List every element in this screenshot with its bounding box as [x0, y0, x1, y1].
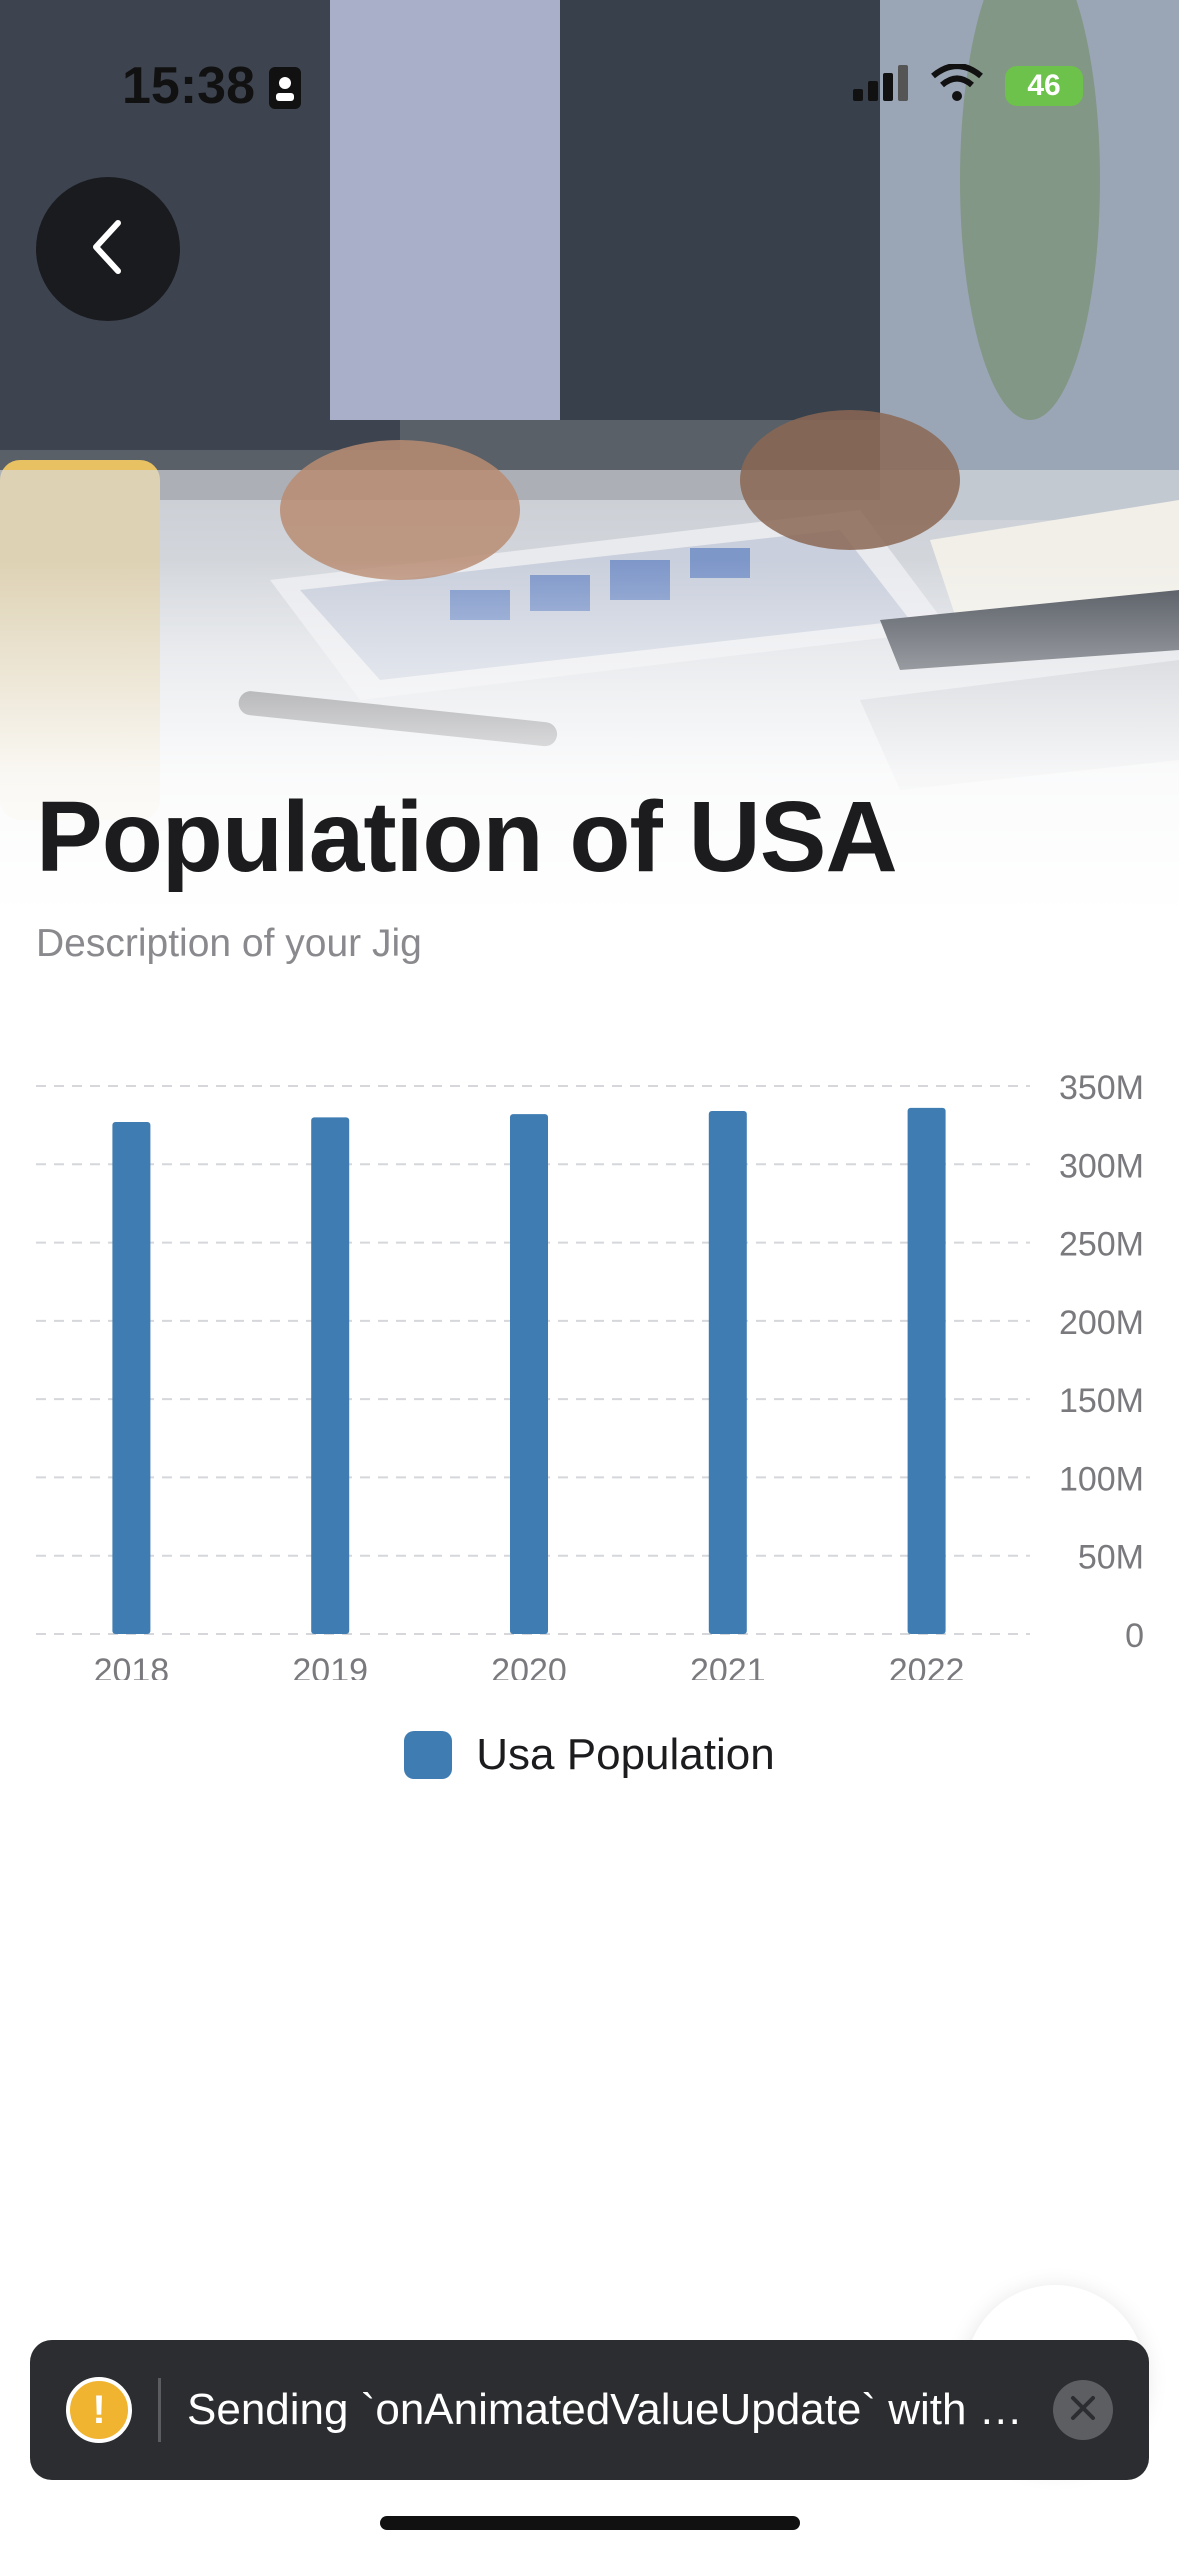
- legend-swatch: [404, 1731, 453, 1779]
- x-tick-label: 2020: [491, 1652, 567, 1680]
- population-bar-chart: 0 50M 100M 150M 200M 250M 300M 350M 2018 2019 2020…: [36, 1069, 1144, 1680]
- bar-2020[interactable]: [510, 1114, 548, 1634]
- x-tick-label: 2021: [690, 1652, 766, 1680]
- exclamation-icon: !: [66, 2377, 132, 2443]
- contact-card-icon: [268, 66, 302, 115]
- wifi-icon: [931, 63, 983, 107]
- x-tick-label: 2018: [94, 1652, 170, 1680]
- page-title: Population of USA: [36, 781, 898, 893]
- bar-2021[interactable]: [708, 1111, 747, 1634]
- hero-image: [0, 0, 1179, 920]
- legend-label: Usa Population: [476, 1730, 775, 1779]
- y-tick-label: 100M: [1059, 1460, 1144, 1498]
- status-icons: 46: [853, 63, 1083, 107]
- signal-icon: [853, 65, 909, 106]
- page-subtitle: Description of your Jig: [36, 922, 422, 965]
- toast-divider: [158, 2378, 161, 2442]
- battery-level: 46: [1005, 65, 1083, 106]
- status-time: 15:38: [122, 57, 255, 115]
- chevron-left-icon: [88, 217, 128, 282]
- y-tick-label: 150M: [1059, 1382, 1144, 1420]
- warning-toast[interactable]: ! Sending `onAnimatedValueUpdate` with n…: [30, 2340, 1149, 2480]
- y-tick-label: 300M: [1059, 1147, 1144, 1185]
- y-tick-label: 250M: [1059, 1226, 1144, 1264]
- bar-2018[interactable]: [112, 1122, 151, 1634]
- y-tick-label: 50M: [1078, 1539, 1144, 1577]
- x-tick-label: 2019: [292, 1652, 368, 1680]
- chart-legend: Usa Population: [0, 1730, 1179, 1780]
- y-tick-label: 200M: [1059, 1304, 1144, 1342]
- close-toast-button[interactable]: [1053, 2380, 1113, 2440]
- hero-fade: [0, 560, 1179, 920]
- home-indicator: [380, 2516, 800, 2530]
- y-tick-label: 0: [1125, 1617, 1144, 1655]
- y-tick-label: 350M: [1059, 1069, 1144, 1107]
- back-button[interactable]: [36, 177, 180, 321]
- close-icon: [1069, 2394, 1097, 2427]
- bar-2022[interactable]: [907, 1107, 946, 1634]
- x-tick-label: 2022: [889, 1652, 965, 1680]
- bar-2019[interactable]: [311, 1117, 350, 1634]
- toast-message: Sending `onAnimatedValueUpdate` with n..…: [187, 2385, 1037, 2434]
